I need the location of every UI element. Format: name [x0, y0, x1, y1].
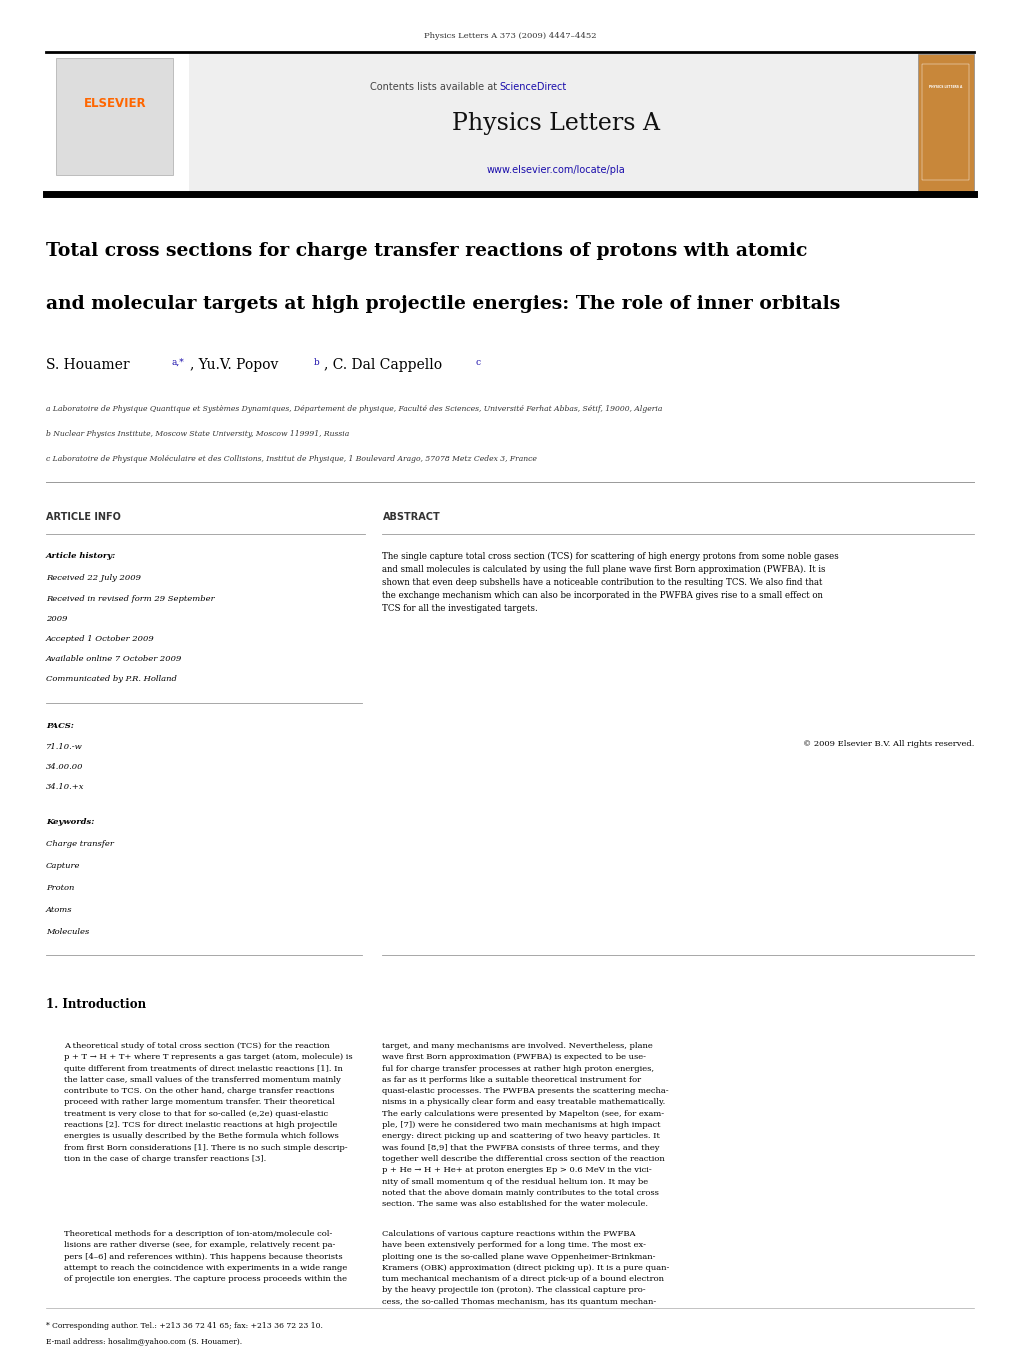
- Text: © 2009 Elsevier B.V. All rights reserved.: © 2009 Elsevier B.V. All rights reserved…: [802, 740, 973, 748]
- Text: target, and many mechanisms are involved. Nevertheless, plane
wave first Born ap: target, and many mechanisms are involved…: [382, 1042, 668, 1208]
- Text: , C. Dal Cappello: , C. Dal Cappello: [324, 358, 442, 372]
- Text: Physics Letters A 373 (2009) 4447–4452: Physics Letters A 373 (2009) 4447–4452: [423, 32, 596, 41]
- Text: ScienceDirect: ScienceDirect: [499, 82, 567, 92]
- Text: www.elsevier.com/locate/pla: www.elsevier.com/locate/pla: [486, 165, 625, 176]
- Text: and molecular targets at high projectile energies: The role of inner orbitals: and molecular targets at high projectile…: [46, 295, 840, 313]
- Bar: [917, 54, 973, 192]
- Text: 1. Introduction: 1. Introduction: [46, 998, 146, 1011]
- Text: Received in revised form 29 September: Received in revised form 29 September: [46, 594, 214, 603]
- Bar: [921, 63, 968, 180]
- Text: ABSTRACT: ABSTRACT: [382, 512, 440, 521]
- Text: Atoms: Atoms: [46, 907, 72, 915]
- Text: E-mail address: hosalim@yahoo.com (S. Houamer).: E-mail address: hosalim@yahoo.com (S. Ho…: [46, 1337, 242, 1346]
- Text: c: c: [475, 358, 480, 367]
- Text: a Laboratoire de Physique Quantique et Systèmes Dynamiques, Département de physi: a Laboratoire de Physique Quantique et S…: [46, 405, 661, 413]
- Text: The single capture total cross section (TCS) for scattering of high energy proto: The single capture total cross section (…: [382, 553, 839, 613]
- Bar: [56, 58, 173, 176]
- Text: Received 22 July 2009: Received 22 July 2009: [46, 574, 141, 582]
- Text: Theoretical methods for a description of ion-atom/molecule col-
lisions are rath: Theoretical methods for a description of…: [64, 1229, 347, 1283]
- Text: 2009: 2009: [46, 615, 67, 623]
- Text: Keywords:: Keywords:: [46, 817, 94, 825]
- Text: Communicated by P.R. Holland: Communicated by P.R. Holland: [46, 676, 176, 684]
- Text: S. Houamer: S. Houamer: [46, 358, 129, 372]
- Text: 34.10.+x: 34.10.+x: [46, 784, 85, 790]
- Text: 71.10.-w: 71.10.-w: [46, 743, 83, 751]
- Text: PACS:: PACS:: [46, 721, 73, 730]
- Text: Article history:: Article history:: [46, 553, 116, 561]
- Text: a,*: a,*: [171, 358, 184, 367]
- Text: , Yu.V. Popov: , Yu.V. Popov: [190, 358, 278, 372]
- Text: Capture: Capture: [46, 862, 81, 870]
- Text: Molecules: Molecules: [46, 928, 89, 936]
- Text: Contents lists available at: Contents lists available at: [369, 82, 499, 92]
- Text: Available online 7 October 2009: Available online 7 October 2009: [46, 655, 182, 663]
- Text: PHYSICS LETTERS A: PHYSICS LETTERS A: [928, 85, 961, 89]
- Text: c Laboratoire de Physique Moléculaire et des Collisions, Institut de Physique, 1: c Laboratoire de Physique Moléculaire et…: [46, 455, 536, 463]
- Bar: [46, 54, 189, 192]
- Text: Calculations of various capture reactions within the PWFBA
have been extensively: Calculations of various capture reaction…: [382, 1229, 669, 1306]
- Text: Accepted 1 October 2009: Accepted 1 October 2009: [46, 635, 155, 643]
- Bar: [189, 54, 917, 192]
- Text: b Nuclear Physics Institute, Moscow State University, Moscow 119991, Russia: b Nuclear Physics Institute, Moscow Stat…: [46, 430, 348, 438]
- Text: ELSEVIER: ELSEVIER: [84, 97, 147, 109]
- Text: Charge transfer: Charge transfer: [46, 840, 114, 848]
- Text: * Corresponding author. Tel.: +213 36 72 41 65; fax: +213 36 72 23 10.: * Corresponding author. Tel.: +213 36 72…: [46, 1323, 322, 1329]
- Text: ARTICLE INFO: ARTICLE INFO: [46, 512, 120, 521]
- Text: Proton: Proton: [46, 884, 74, 892]
- Text: Physics Letters A: Physics Letters A: [451, 112, 659, 135]
- Text: 34.00.00: 34.00.00: [46, 763, 84, 771]
- Text: A theoretical study of total cross section (TCS) for the reaction
p + T → H + T+: A theoretical study of total cross secti…: [64, 1042, 353, 1163]
- Text: b: b: [314, 358, 320, 367]
- Text: Total cross sections for charge transfer reactions of protons with atomic: Total cross sections for charge transfer…: [46, 242, 806, 259]
